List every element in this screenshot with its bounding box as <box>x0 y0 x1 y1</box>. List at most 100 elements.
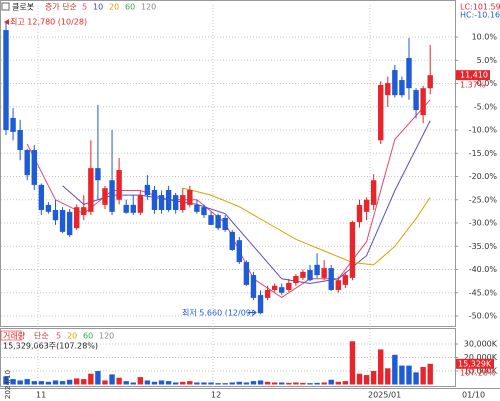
candle-body <box>399 80 405 96</box>
volume-bar <box>158 380 165 385</box>
candle-body <box>172 195 179 210</box>
volume-bar <box>378 349 384 385</box>
volume-bar <box>165 381 172 385</box>
volume-bar <box>215 383 221 385</box>
y-tick-label: -10.0% <box>469 126 498 135</box>
volume-bar <box>180 381 186 385</box>
y-tick-label: -35.0% <box>469 242 498 251</box>
candle-body <box>3 30 9 131</box>
last-change-label: 1.37% <box>460 81 486 90</box>
y-tick-label: -15.0% <box>469 149 498 158</box>
candle-body <box>314 264 320 276</box>
volume-bar <box>279 382 285 385</box>
ma-legend: 120 <box>141 3 156 12</box>
candle-body <box>116 170 122 200</box>
ma-legend: 60 <box>125 3 135 12</box>
volume-bar <box>307 383 313 385</box>
y-tick-label: -25.0% <box>469 195 498 204</box>
volume-bar <box>17 380 23 385</box>
volume-bar <box>342 381 349 385</box>
volume-bar <box>236 381 243 385</box>
volume-bar <box>356 373 363 385</box>
volume-bar <box>370 371 377 385</box>
candle-body <box>286 282 292 290</box>
y-tick-label: -30.0% <box>469 219 498 228</box>
volume-bar <box>328 379 334 385</box>
candle-body <box>52 209 59 221</box>
volume-ma-legend: 20 <box>67 332 77 341</box>
candle-body <box>378 84 384 141</box>
y-tick-label: -5.0% <box>474 102 498 111</box>
volume-bar <box>38 381 45 385</box>
date-label: 2025/01 <box>368 391 401 400</box>
candle-body <box>279 287 285 293</box>
candle-body <box>123 204 129 213</box>
candle-body <box>342 275 349 285</box>
date-label: 01/10 <box>462 391 485 400</box>
volume-bar <box>116 377 122 385</box>
candle-body <box>321 268 327 278</box>
last-price-label: 11,410 <box>460 71 488 80</box>
candle-body <box>201 207 207 216</box>
candle-body <box>180 195 186 210</box>
volume-bar <box>10 379 16 385</box>
volume-bar <box>335 381 341 385</box>
volume-bar <box>264 381 271 385</box>
volume-bar <box>151 381 158 385</box>
candle-body <box>236 240 243 263</box>
hc-label: HC:-10.16 <box>460 11 500 20</box>
candle-body <box>215 215 221 229</box>
candle-body <box>300 271 306 278</box>
volume-bar <box>144 380 151 385</box>
volume-bar <box>3 376 9 385</box>
volume-label: 거래량 <box>3 331 26 341</box>
volume-ma-label: 단순 <box>34 331 49 341</box>
candle-body <box>45 204 52 212</box>
volume-bar <box>95 371 101 385</box>
volume-bar <box>52 380 59 385</box>
candle-body <box>137 195 144 213</box>
ma-label: 증가 단순 <box>45 2 77 12</box>
candle-body <box>66 211 73 236</box>
volume-bar <box>392 354 398 385</box>
volume-bar <box>24 379 30 385</box>
volume-ma-legend: 5 <box>56 332 61 341</box>
volume-bar <box>88 373 94 385</box>
volume-bar <box>250 381 257 385</box>
candle-body <box>257 295 264 314</box>
candle-body <box>10 117 16 132</box>
date-label: 12 <box>211 391 221 400</box>
candle-body <box>328 268 334 290</box>
candle-body <box>59 209 66 232</box>
price-panel-frame <box>0 0 456 327</box>
candle-body <box>144 184 151 196</box>
high-note-arrow <box>4 19 9 25</box>
candle-body <box>413 90 419 111</box>
candle-body <box>385 83 391 96</box>
low-note: 최저 5,660 (12/09) <box>182 308 254 318</box>
candle-body <box>38 184 45 210</box>
candle-body <box>151 190 158 210</box>
volume-bar <box>31 381 37 385</box>
candle-body <box>271 285 278 290</box>
volume-bar <box>208 382 214 385</box>
candle-body <box>158 195 165 210</box>
last-volume-label: 15,329K <box>458 359 492 368</box>
volume-bar <box>385 368 391 385</box>
y-tick-label: -40.0% <box>469 265 498 274</box>
volume-bar <box>194 382 200 385</box>
candle-body <box>95 168 101 181</box>
last-volume-box <box>456 358 494 369</box>
volume-bar <box>201 382 207 385</box>
chart-title: 클로봇 <box>12 3 34 12</box>
candle-body <box>24 150 30 176</box>
y-tick-label: 5.0% <box>477 56 498 65</box>
candle-body <box>250 275 257 298</box>
lc-label: LC:101.59 <box>460 3 500 12</box>
y-tick-label: -50.0% <box>469 312 498 321</box>
candle-body <box>243 262 250 285</box>
volume-bar <box>229 382 235 385</box>
volume-bar <box>130 382 136 385</box>
volume-tick-label: 20,000K <box>464 353 498 362</box>
low-note-arrow <box>248 309 257 316</box>
